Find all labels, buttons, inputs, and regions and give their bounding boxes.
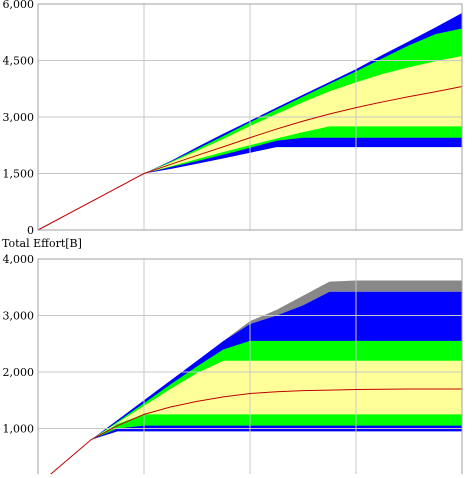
band-inner-chart-2 xyxy=(46,360,462,478)
y-tick-label-5-chart-1: 6,000 xyxy=(3,0,35,11)
y-tick-label-3-chart-1: 3,000 xyxy=(3,111,35,124)
y-tick-label-3-chart-2: 3,000 xyxy=(3,310,35,323)
median-line-chart-2 xyxy=(45,388,462,478)
y-tick-label-4-chart-1: 4,500 xyxy=(3,55,35,68)
plot-frame-1 xyxy=(37,3,463,231)
y-tick-label-2-chart-2: 2,000 xyxy=(3,366,35,379)
y-tick-label-1-chart-1: 0 xyxy=(27,224,34,237)
plot-frame-2 xyxy=(37,258,463,478)
y-tick-label-2-chart-1: 1,500 xyxy=(3,168,35,181)
y-tick-label-1-chart-2: 1,000 xyxy=(3,423,35,436)
chart-title-2: Total Effort[B] xyxy=(2,237,82,250)
y-tick-label-4-chart-2: 4,000 xyxy=(3,253,35,266)
band-max-chart-2 xyxy=(46,280,462,478)
median-line-chart-1 xyxy=(37,85,463,231)
